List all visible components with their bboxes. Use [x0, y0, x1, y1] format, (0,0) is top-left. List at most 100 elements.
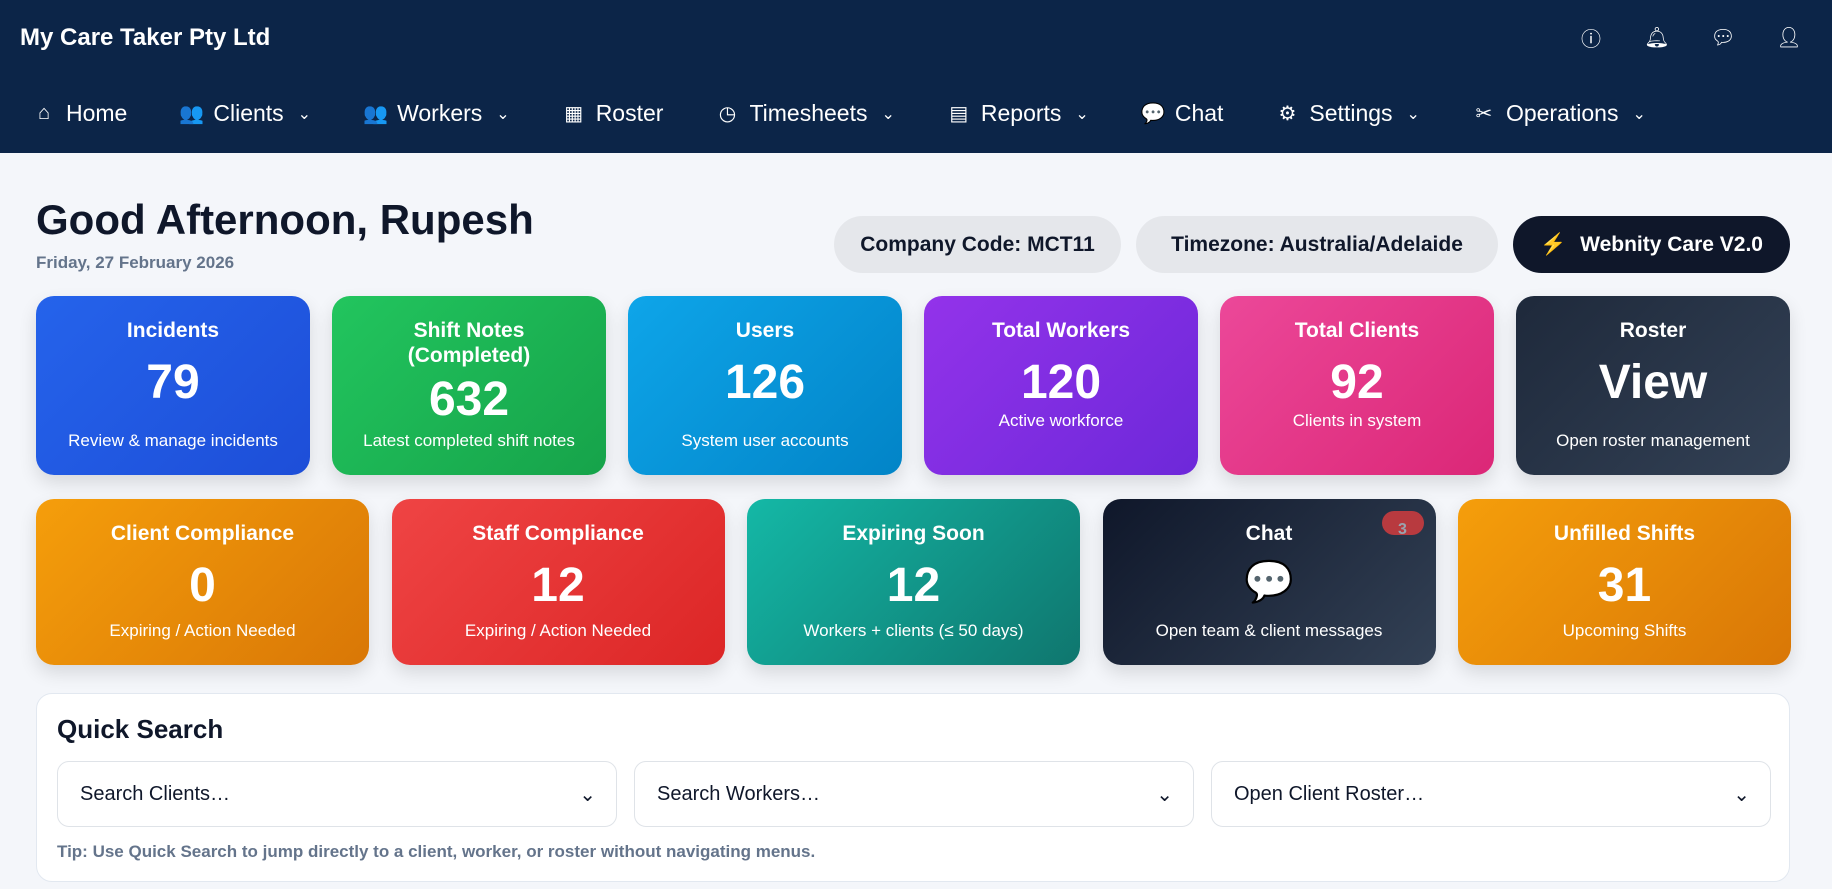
operations-icon: ✂	[1475, 103, 1493, 125]
card-title: Expiring Soon	[842, 522, 985, 545]
chat-icon[interactable]: 💬︎	[1710, 26, 1736, 49]
reports-icon: ▤	[949, 103, 969, 125]
card-title: Shift Notes (Completed)	[407, 319, 531, 367]
nav-label: Workers	[397, 100, 483, 126]
speech-bubble-icon: 💬	[1244, 560, 1294, 604]
settings-icon: ⚙	[1278, 103, 1297, 125]
card-subtitle: System user accounts	[681, 431, 849, 450]
chevron-down-icon: ⌄	[496, 105, 510, 123]
clients-icon: 👥	[179, 103, 205, 125]
shift-notes-completed-card[interactable]: Shift Notes (Completed) 632 Latest complet…	[332, 296, 606, 475]
card-title: Client Compliance	[110, 522, 295, 545]
users-card[interactable]: Users 126 System user accounts	[628, 296, 902, 475]
card-value: 12	[531, 559, 585, 612]
expiring-soon-card[interactable]: Expiring Soon 12 Workers + clients (≤ 50 d…	[747, 499, 1080, 665]
top-bar: My Care Taker Pty Ltd ⓘ 🔔︎ 💬︎ 👤︎ ⌂ Home 👥 C…	[0, 0, 1832, 153]
card-value: 12	[886, 559, 941, 612]
card-value: 92	[1330, 356, 1384, 409]
chevron-down-icon: ⌄	[579, 783, 596, 806]
search-workers-select[interactable]: Search Workers… ⌄	[634, 761, 1194, 827]
company-code-badge: Company Code: MCT11	[834, 216, 1121, 273]
card-value: View	[1598, 356, 1708, 409]
card-title: Incidents	[126, 319, 220, 342]
workers-icon: 👥	[363, 103, 388, 125]
timezone-badge: Timezone: Australia/Adelaide	[1136, 216, 1498, 273]
nav-reports[interactable]: ▤ Reports ⌄	[947, 100, 1089, 127]
nav-label: Reports	[980, 100, 1062, 126]
total-workers-card[interactable]: Total Workers 120 Active workforce	[924, 296, 1198, 475]
card-title: Staff Compliance	[472, 522, 644, 545]
chevron-down-icon: ⌄	[297, 105, 312, 123]
card-title: Total Clients	[1294, 319, 1420, 342]
nav-home[interactable]: ⌂ Home	[32, 100, 127, 127]
nav-chat[interactable]: 💬 Chat	[1141, 100, 1224, 127]
card-subtitle: Expiring / Action Needed	[109, 621, 296, 640]
version-badge[interactable]: ⚡ Webnity Care V2.0	[1513, 216, 1790, 273]
card-title: Users	[735, 319, 795, 342]
card-subtitle: Open team & client messages	[1155, 621, 1383, 640]
quick-search-title: Quick Search	[57, 714, 224, 744]
search-clients-select[interactable]: Search Clients… ⌄	[57, 761, 617, 827]
nav-clients[interactable]: 👥 Clients ⌄	[179, 100, 311, 127]
card-value: 79	[146, 356, 200, 409]
bolt-icon: ⚡	[1539, 232, 1567, 256]
card-subtitle: Review & manage incidents	[68, 431, 278, 450]
card-title: Roster	[1619, 319, 1687, 342]
incidents-card[interactable]: Incidents 79 Review & manage incidents	[36, 296, 310, 475]
card-subtitle: Expiring / Action Needed	[464, 621, 652, 640]
chevron-down-icon: ⌄	[1075, 105, 1089, 123]
nav-label: Settings	[1309, 100, 1393, 126]
roster-icon: ▦	[564, 103, 584, 125]
chat-card[interactable]: Chat 💬 Open team & client messages 3	[1102, 499, 1436, 665]
card-value: 126	[724, 356, 806, 409]
open-client-roster-select[interactable]: Open Client Roster… ⌄	[1211, 761, 1771, 827]
nav-label: Operations	[1505, 100, 1619, 126]
nav-label: Timesheets	[749, 100, 868, 126]
nav-label: Clients	[213, 100, 284, 126]
staff-compliance-card[interactable]: Staff Compliance 12 Expiring / Action Need…	[391, 499, 725, 665]
card-value: 120	[1020, 356, 1102, 409]
brand-title[interactable]: My Care Taker Pty Ltd	[20, 24, 271, 51]
chevron-down-icon: ⌄	[881, 105, 895, 123]
current-date: Friday, 27 February 2026	[36, 253, 235, 272]
select-label: Search Clients…	[80, 782, 231, 805]
card-subtitle: Upcoming Shifts	[1562, 621, 1687, 640]
chat-icon: 💬	[1140, 103, 1166, 125]
chevron-down-icon: ⌄	[1733, 783, 1750, 806]
card-subtitle: Workers + clients (≤ 50 days)	[803, 621, 1024, 640]
unfilled-shifts-card[interactable]: Unfilled Shifts 31 Upcoming Shifts	[1458, 499, 1791, 665]
nav-timesheets[interactable]: ◷ Timesheets ⌄	[715, 100, 895, 127]
chevron-down-icon: ⌄	[1406, 105, 1420, 123]
greeting: Good Afternoon, Rupesh	[36, 196, 534, 243]
user-icon[interactable]: 👤︎	[1776, 26, 1802, 49]
card-subtitle: Open roster management	[1556, 431, 1750, 450]
version-label: Webnity Care V2.0	[1580, 232, 1763, 256]
nav-label: Home	[66, 100, 128, 126]
info-icon[interactable]: ⓘ	[1581, 28, 1601, 51]
nav-label: Chat	[1174, 100, 1224, 126]
roster-card[interactable]: Roster View Open roster management	[1516, 296, 1790, 475]
nav-operations[interactable]: ✂ Operations ⌄	[1472, 100, 1646, 127]
client-compliance-card[interactable]: Client Compliance 0 Expiring / Action Need…	[36, 499, 369, 665]
card-title: Chat	[1245, 522, 1293, 545]
card-title: Unfilled Shifts	[1553, 522, 1696, 545]
card-subtitle: Latest completed shift notes	[363, 431, 575, 450]
nav-settings[interactable]: ⚙ Settings ⌄	[1275, 100, 1420, 127]
select-label: Open Client Roster…	[1234, 782, 1425, 805]
card-value: 0	[189, 559, 216, 612]
nav-workers[interactable]: 👥 Workers ⌄	[363, 100, 510, 127]
bell-icon[interactable]: 🔔︎	[1644, 26, 1670, 49]
nav-roster[interactable]: ▦ Roster	[562, 100, 663, 127]
card-title: Total Workers	[991, 319, 1131, 342]
main-nav: ⌂ Home 👥 Clients ⌄ 👥 Workers ⌄ ▦ Roster ◷ Timesheet…	[32, 100, 1698, 127]
quick-search-tip: Tip: Use Quick Search to jump directly t…	[57, 842, 816, 861]
card-subtitle: Clients in system	[1292, 411, 1422, 430]
timesheets-icon: ◷	[718, 103, 737, 125]
chevron-down-icon: ⌄	[1156, 783, 1173, 806]
select-label: Search Workers…	[657, 782, 821, 805]
unread-badge: 3	[1381, 511, 1424, 538]
card-subtitle: Active workforce	[998, 411, 1124, 430]
total-clients-card[interactable]: Total Clients 92 Clients in system	[1220, 296, 1494, 475]
home-icon: ⌂	[37, 102, 51, 124]
card-value: 632	[428, 373, 510, 426]
